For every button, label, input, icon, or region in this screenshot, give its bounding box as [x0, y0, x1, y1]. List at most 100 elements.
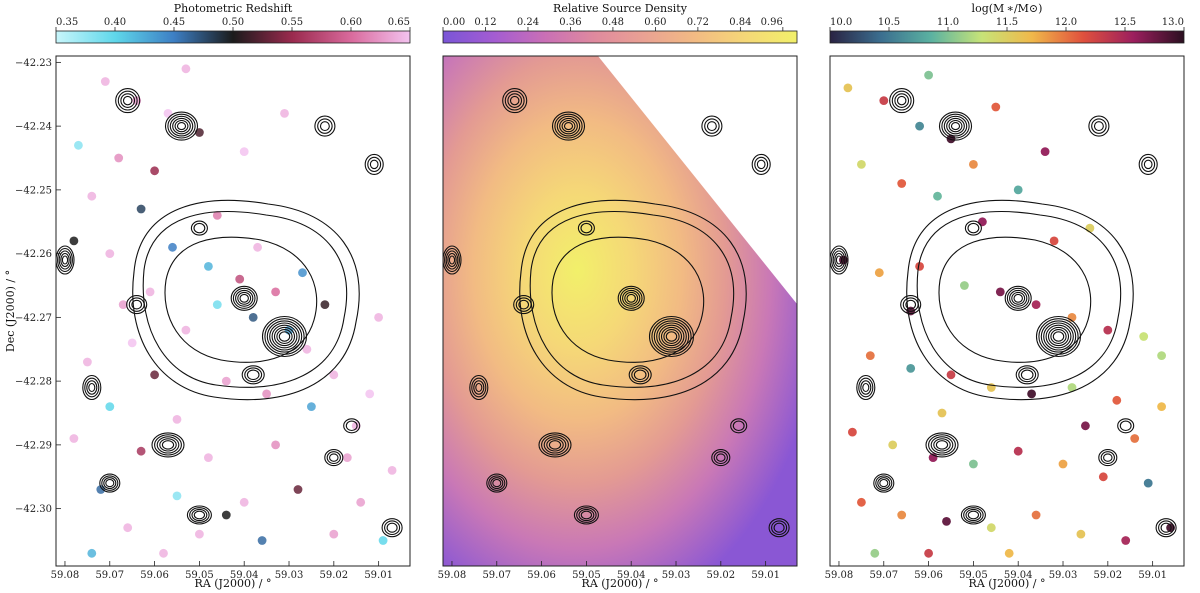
- data-point: [298, 268, 307, 278]
- contour-line: [548, 440, 562, 450]
- y-tick-label: −42.28: [15, 377, 52, 388]
- contour-line: [486, 473, 508, 493]
- contour-line: [896, 95, 907, 106]
- colorbar-tick-label: 0.96: [761, 17, 783, 28]
- contour-line: [239, 293, 249, 303]
- y-tick-label: −42.30: [15, 504, 52, 515]
- contour-line: [84, 377, 100, 398]
- contour-line: [1155, 518, 1177, 538]
- data-point: [105, 249, 115, 258]
- data-point: [212, 300, 222, 309]
- data-point: [239, 497, 249, 507]
- contour-line: [663, 329, 680, 344]
- contour-line: [193, 222, 206, 234]
- x-tick-label: 59.04: [230, 570, 259, 581]
- data-point: [163, 109, 173, 118]
- data-point: [118, 300, 128, 309]
- contour-line: [504, 90, 525, 111]
- contour-line: [1050, 329, 1067, 344]
- contour-line: [244, 367, 263, 383]
- contour-line: [773, 522, 785, 533]
- contour-line: [580, 510, 593, 520]
- data-point: [995, 287, 1005, 297]
- contour-line: [490, 477, 504, 490]
- contour-halo: [142, 211, 348, 388]
- data-point: [253, 242, 262, 252]
- contour-line: [580, 222, 593, 234]
- contour-line: [502, 88, 528, 114]
- contour-line: [1009, 289, 1028, 307]
- data-point: [271, 440, 280, 450]
- contour-line: [925, 432, 959, 458]
- data-point: [1031, 300, 1041, 309]
- contour-line: [264, 318, 305, 355]
- data-point: [69, 236, 79, 246]
- data-point: [1103, 325, 1113, 335]
- contour-line: [754, 156, 769, 173]
- contour-line: [57, 247, 73, 273]
- contour-line: [326, 451, 341, 465]
- contour-line: [103, 477, 117, 490]
- contour-line: [230, 285, 258, 311]
- data-point: [1139, 332, 1149, 341]
- data-point: [293, 485, 303, 494]
- contour-line: [577, 220, 595, 236]
- contour-line: [161, 440, 175, 450]
- contour-line: [117, 90, 138, 111]
- contour-line: [559, 117, 578, 135]
- contour-line: [546, 438, 564, 452]
- data-point: [329, 370, 339, 380]
- data-point: [239, 147, 249, 157]
- colorbar-tick-label: 0.00: [443, 17, 465, 28]
- contour-line: [58, 250, 72, 270]
- contour-line: [191, 508, 208, 522]
- data-point: [351, 421, 361, 431]
- contour-line: [706, 121, 717, 132]
- data-point: [843, 83, 853, 93]
- contour-line: [189, 507, 210, 523]
- contour-line: [713, 451, 728, 465]
- contour-line: [271, 324, 298, 349]
- x-axis-title: RA (J2000) / °: [969, 577, 1046, 590]
- contour-line: [1038, 318, 1079, 355]
- contour-line: [928, 434, 956, 456]
- contour-line: [475, 382, 483, 393]
- contour-line: [261, 315, 308, 358]
- colorbar: [55, 30, 411, 44]
- contour-line: [345, 420, 358, 432]
- contour-line: [343, 418, 361, 434]
- radio-contours: [830, 88, 1177, 538]
- colorbar-tick-label: 10.0: [830, 17, 852, 28]
- x-tick-label: 59.06: [527, 570, 556, 581]
- contour-line: [563, 122, 574, 131]
- data-point: [307, 402, 316, 411]
- colorbar-tick-label: 0.60: [340, 17, 362, 28]
- contour-line: [960, 505, 986, 525]
- contour-line: [1052, 331, 1065, 342]
- data-point: [1143, 478, 1153, 488]
- contour-line: [648, 315, 695, 358]
- colorbar-tick-label: 0.50: [222, 17, 244, 28]
- x-tick-label: 59.02: [707, 570, 736, 581]
- y-tick-label: −42.27: [15, 313, 52, 324]
- contour-line: [447, 252, 457, 268]
- x-tick-label: 59.08: [825, 570, 854, 581]
- contour-line: [235, 289, 254, 307]
- contour-line: [86, 380, 98, 395]
- x-tick-label: 59.06: [914, 570, 943, 581]
- contour-line: [56, 245, 75, 275]
- contour-line: [768, 518, 790, 538]
- data-point: [1013, 185, 1023, 195]
- contour-line: [894, 93, 910, 108]
- contour-line: [319, 121, 330, 132]
- contour-line: [624, 291, 639, 305]
- x-ticks: 59.08 59.07 59.06 59.05 59.04 59.03 59.02 59.01: [438, 561, 780, 581]
- data-point: [1085, 223, 1095, 233]
- contour-line: [60, 252, 70, 268]
- x-tick-label: 59.04: [1004, 570, 1033, 581]
- data-point: [87, 191, 97, 201]
- colorbar-ticks: 0.00 0.12 0.24 0.36 0.48 0.60 0.72 0.84 0.96: [442, 17, 784, 31]
- contour-line: [169, 115, 194, 137]
- colorbar-tick-label: 13.0: [1162, 17, 1184, 28]
